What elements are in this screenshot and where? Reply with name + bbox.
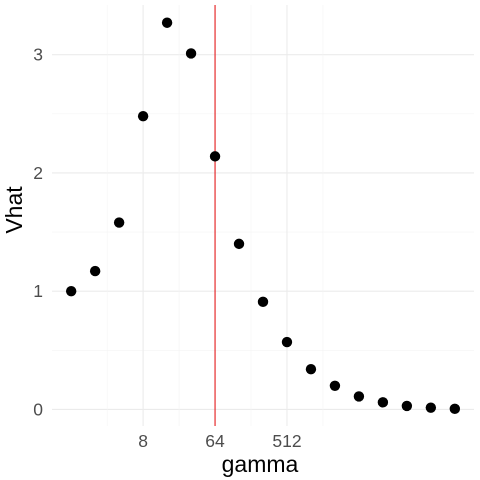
data-point (449, 403, 461, 415)
y-axis-title: Vhat (1, 186, 27, 234)
grid (52, 5, 474, 426)
data-point (65, 285, 77, 297)
x-tick-label: 512 (272, 431, 301, 451)
data-point (401, 400, 413, 412)
data-points (65, 17, 461, 415)
data-point (89, 265, 101, 277)
data-point (209, 151, 221, 162)
data-point (185, 48, 197, 59)
data-point (425, 402, 437, 413)
data-point (353, 391, 365, 402)
data-point (281, 336, 293, 348)
y-tick-label: 0 (33, 399, 43, 419)
data-point (161, 17, 173, 28)
data-point (329, 380, 341, 391)
data-point (233, 238, 245, 250)
x-tick-label: 64 (205, 431, 225, 451)
data-point (137, 110, 149, 122)
x-axis-title: gamma (222, 451, 299, 477)
x-tick-label: 8 (138, 431, 148, 451)
data-point (257, 296, 269, 308)
data-point (305, 364, 317, 375)
y-tick-labels: 0 1 2 3 (33, 45, 43, 420)
y-tick-label: 2 (33, 163, 43, 183)
data-point (113, 217, 125, 228)
data-point (377, 397, 389, 408)
y-tick-label: 3 (33, 45, 43, 65)
y-tick-label: 1 (33, 281, 43, 301)
x-tick-labels: 8 64 512 (138, 431, 301, 451)
